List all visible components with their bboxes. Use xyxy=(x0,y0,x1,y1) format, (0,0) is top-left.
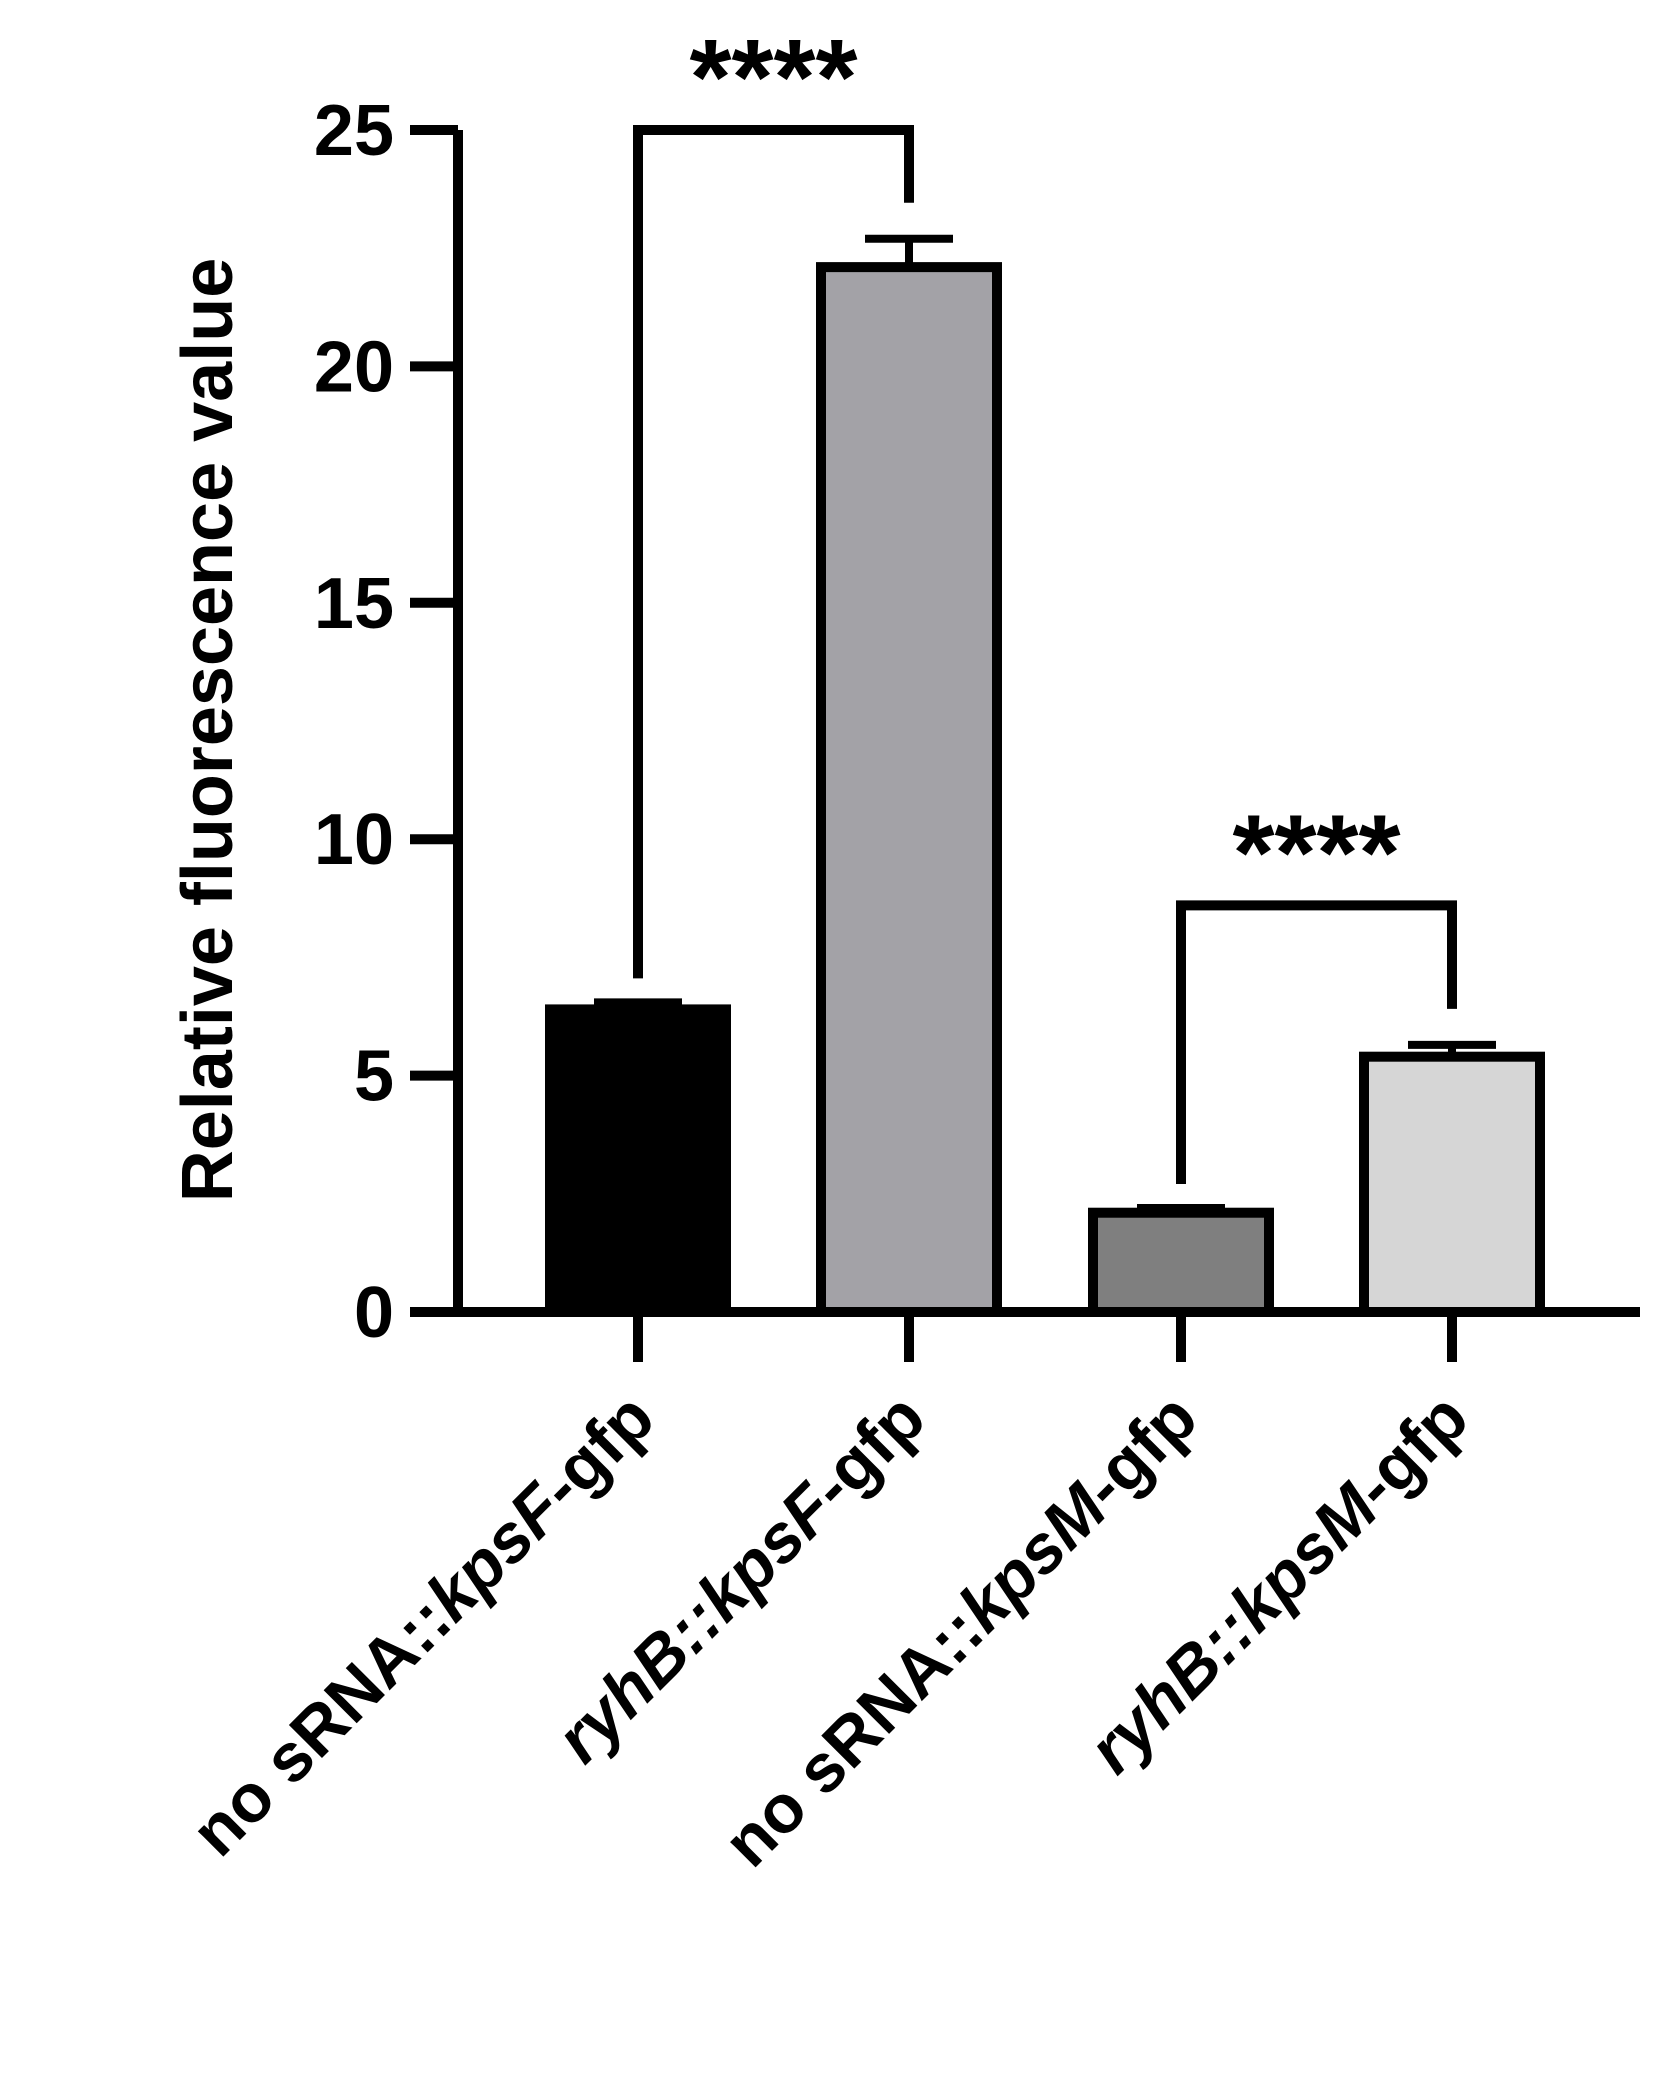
y-tick-label: 15 xyxy=(314,564,394,644)
y-tick-label: 20 xyxy=(314,327,394,407)
bar xyxy=(545,1004,731,1318)
significance-bracket xyxy=(633,125,914,979)
y-tick-label: 25 xyxy=(314,91,394,171)
x-tick-label-part: ::kpsF xyxy=(651,1469,850,1668)
bars xyxy=(545,234,1545,1318)
y-tick-label: 5 xyxy=(354,1037,394,1117)
x-tick-label-part: no sRNA:: xyxy=(709,1593,998,1882)
x-tick-label-part: no sRNA:: xyxy=(177,1582,466,1871)
significance-bracket xyxy=(1176,900,1457,1184)
x-tick-label-part: ::kpsM xyxy=(1183,1469,1393,1679)
significance-brackets: **** **** xyxy=(633,16,1457,1184)
significance-label: **** xyxy=(689,16,857,137)
bar xyxy=(1359,1051,1545,1317)
x-tick-label: no sRNA::kpsM-gfp xyxy=(709,1379,1211,1881)
y-tick-label: 10 xyxy=(314,800,394,880)
y-axis-label: Relative fluorescence value xyxy=(168,258,248,1202)
significance-label: **** xyxy=(1232,791,1400,912)
bar xyxy=(816,262,1002,1317)
bar xyxy=(1088,1207,1274,1318)
y-tick-label: 0 xyxy=(354,1273,394,1353)
x-tick-label: no sRNA::kpsF-gfp xyxy=(177,1379,669,1871)
